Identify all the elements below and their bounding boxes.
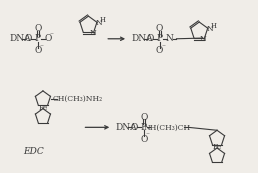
Text: DNA: DNA bbox=[9, 34, 31, 43]
Text: O: O bbox=[25, 34, 32, 43]
Text: N: N bbox=[206, 25, 213, 33]
Text: O: O bbox=[34, 46, 42, 55]
Text: N: N bbox=[200, 35, 207, 43]
Text: P: P bbox=[157, 34, 163, 43]
Text: O: O bbox=[140, 135, 148, 144]
Text: H: H bbox=[100, 16, 106, 24]
Text: P: P bbox=[35, 34, 41, 43]
Text: Fe: Fe bbox=[38, 104, 48, 112]
Text: O: O bbox=[44, 34, 52, 43]
Text: N: N bbox=[89, 29, 96, 37]
Text: ⁻: ⁻ bbox=[40, 44, 44, 52]
Text: H: H bbox=[211, 22, 217, 30]
Text: ⁻: ⁻ bbox=[50, 32, 54, 40]
Text: O: O bbox=[146, 34, 154, 43]
Text: P: P bbox=[141, 123, 147, 132]
Text: DNA: DNA bbox=[131, 34, 152, 43]
Text: N: N bbox=[166, 34, 173, 43]
Text: NH(CH₃)CH: NH(CH₃)CH bbox=[144, 123, 191, 131]
Text: EDC: EDC bbox=[23, 147, 43, 156]
Text: ⁻: ⁻ bbox=[146, 133, 150, 141]
Text: O: O bbox=[156, 24, 163, 33]
Text: DNA: DNA bbox=[115, 123, 137, 132]
Text: O: O bbox=[140, 113, 148, 122]
Text: O: O bbox=[156, 46, 163, 55]
Text: Fe: Fe bbox=[212, 143, 222, 151]
Text: CH(CH₃)NH₂: CH(CH₃)NH₂ bbox=[52, 95, 103, 103]
Text: ⁻: ⁻ bbox=[162, 44, 166, 52]
Text: O: O bbox=[130, 123, 138, 132]
Text: O: O bbox=[34, 24, 42, 33]
Text: N: N bbox=[95, 19, 102, 27]
